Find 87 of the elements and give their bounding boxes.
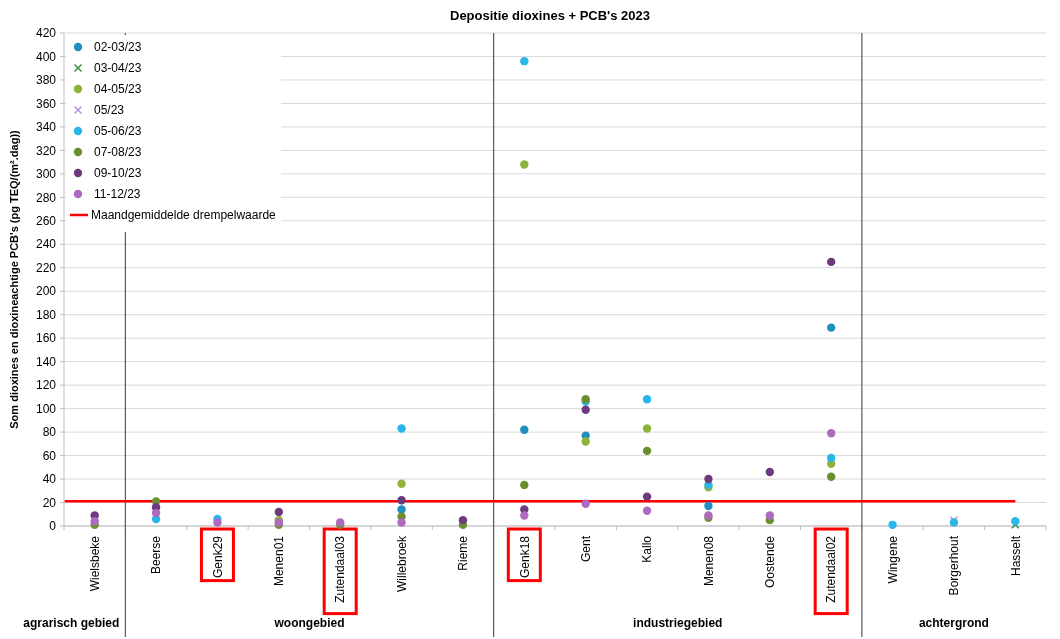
point bbox=[765, 467, 775, 477]
x-tick-label: Kallo bbox=[640, 535, 655, 563]
point bbox=[397, 424, 406, 433]
point bbox=[826, 257, 836, 267]
y-tick-label: 300 bbox=[35, 167, 57, 182]
y-tick-label: 160 bbox=[35, 331, 57, 346]
point bbox=[458, 515, 468, 525]
y-tick-label: 180 bbox=[35, 307, 57, 322]
point bbox=[888, 520, 897, 530]
x-tick-label: Wingene bbox=[885, 535, 900, 584]
point bbox=[397, 479, 406, 488]
point bbox=[520, 160, 529, 169]
point bbox=[213, 518, 222, 527]
point bbox=[520, 511, 529, 520]
point bbox=[765, 511, 775, 520]
x-tick-label: Oostende bbox=[763, 535, 778, 589]
point bbox=[520, 56, 529, 66]
point bbox=[704, 474, 713, 484]
legend-label: Maandgemiddelde drempelwaarde bbox=[91, 208, 277, 223]
text: industriegebied bbox=[633, 616, 723, 630]
y-tick-label: 200 bbox=[35, 284, 57, 299]
point bbox=[151, 508, 161, 518]
y-tick-label: 140 bbox=[35, 354, 57, 369]
x-tick-label: Gent bbox=[578, 535, 593, 563]
y-tick-label: 380 bbox=[35, 73, 57, 88]
legend-label: 03-04/23 bbox=[94, 61, 142, 76]
point bbox=[642, 395, 652, 404]
y-tick-label: 320 bbox=[35, 143, 57, 158]
legend-label: 02-03/23 bbox=[94, 40, 142, 55]
point bbox=[397, 518, 406, 527]
point bbox=[826, 453, 836, 463]
point bbox=[581, 405, 590, 414]
point bbox=[826, 323, 836, 332]
x-tick-label: Hasselt bbox=[1008, 535, 1023, 577]
x-tick-label: Genk18 bbox=[517, 535, 532, 579]
x-tick-label: Wielsbeke bbox=[87, 535, 102, 592]
x-tick-label: Rieme bbox=[456, 535, 471, 571]
x-tick-label: Zutendaal03 bbox=[333, 535, 348, 603]
point bbox=[704, 501, 713, 511]
y-tick-label: 240 bbox=[35, 237, 57, 252]
text: achtergrond bbox=[918, 616, 989, 630]
x-tick-label: Willebroek bbox=[394, 535, 409, 593]
y-tick-label: 40 bbox=[42, 472, 57, 487]
point bbox=[642, 506, 652, 515]
point bbox=[581, 437, 590, 446]
y-tick-label: 220 bbox=[35, 260, 57, 275]
point bbox=[397, 495, 406, 505]
y-tick-label: 280 bbox=[35, 190, 57, 205]
point bbox=[90, 517, 99, 526]
y-tick-label: 80 bbox=[42, 425, 57, 440]
point bbox=[642, 424, 652, 433]
y-tick-label: 20 bbox=[42, 495, 57, 510]
y-tick-label: 260 bbox=[35, 214, 57, 229]
x-tick-label: Zutendaal02 bbox=[824, 535, 839, 603]
y-tick-label: 0 bbox=[49, 519, 57, 534]
point bbox=[642, 492, 652, 501]
y-tick-label: 120 bbox=[35, 378, 57, 393]
point bbox=[1011, 517, 1020, 526]
legend-label: 05-06/23 bbox=[94, 124, 142, 139]
text: woongebied bbox=[273, 616, 345, 630]
legend-label: 05/23 bbox=[94, 103, 125, 118]
legend-label: 04-05/23 bbox=[94, 82, 142, 97]
legend-label: 09-10/23 bbox=[94, 166, 142, 181]
point bbox=[520, 480, 529, 490]
y-tick-label: 360 bbox=[35, 96, 57, 111]
y-tick-label: 340 bbox=[35, 120, 57, 135]
legend-label: 07-08/23 bbox=[94, 145, 142, 160]
text: agrarisch gebied bbox=[23, 616, 120, 630]
point bbox=[581, 499, 590, 508]
y-tick-label: 100 bbox=[35, 401, 57, 416]
chart-title: Depositie dioxines + PCB's 2023 bbox=[450, 8, 650, 23]
point bbox=[520, 425, 529, 434]
y-tick-label: 60 bbox=[42, 448, 57, 463]
point bbox=[397, 505, 406, 514]
point bbox=[826, 429, 836, 438]
x-tick-label: Borgerhout bbox=[947, 535, 962, 596]
y-tick-label: 400 bbox=[35, 49, 57, 64]
point bbox=[274, 507, 284, 517]
legend-label: 11-12/23 bbox=[94, 187, 141, 202]
x-tick-label: Menen01 bbox=[272, 535, 287, 587]
y-axis-title: Som dioxines en dioxineachtige PCB's (pg TEQ/(m².dag)) bbox=[8, 129, 20, 429]
x-tick-label: Beerse bbox=[149, 535, 164, 575]
point bbox=[826, 472, 836, 481]
y-tick-label: 420 bbox=[35, 26, 57, 41]
x-tick-label: Genk29 bbox=[210, 535, 225, 579]
x-tick-label: Menen08 bbox=[701, 535, 716, 587]
point bbox=[642, 446, 652, 456]
